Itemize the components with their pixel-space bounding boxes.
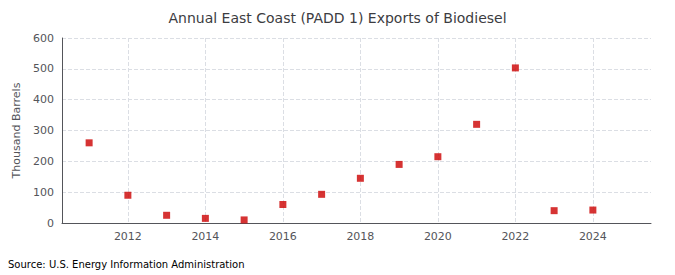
svg-text:400: 400 bbox=[33, 93, 54, 106]
svg-text:2020: 2020 bbox=[424, 230, 452, 243]
svg-text:Annual East Coast (PADD 1) Exp: Annual East Coast (PADD 1) Exports of Bi… bbox=[168, 10, 506, 26]
svg-text:2024: 2024 bbox=[579, 230, 607, 243]
svg-text:500: 500 bbox=[33, 62, 54, 75]
svg-text:Source: U.S. Energy Informatio: Source: U.S. Energy Information Administ… bbox=[8, 259, 245, 270]
svg-text:300: 300 bbox=[33, 124, 54, 137]
svg-text:200: 200 bbox=[33, 155, 54, 168]
svg-text:2016: 2016 bbox=[269, 230, 297, 243]
svg-text:2022: 2022 bbox=[501, 230, 529, 243]
svg-text:2012: 2012 bbox=[114, 230, 142, 243]
svg-text:0: 0 bbox=[47, 217, 54, 230]
svg-text:Thousand Barrels: Thousand Barrels bbox=[10, 82, 23, 179]
svg-text:600: 600 bbox=[33, 32, 54, 45]
svg-text:2018: 2018 bbox=[346, 230, 374, 243]
svg-text:100: 100 bbox=[33, 186, 54, 199]
svg-text:2014: 2014 bbox=[191, 230, 219, 243]
